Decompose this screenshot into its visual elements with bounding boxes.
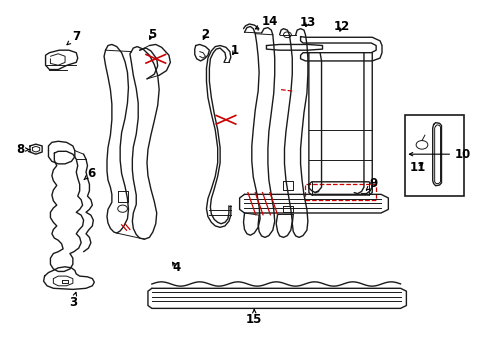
Text: 13: 13 [299, 16, 315, 29]
Text: 14: 14 [255, 15, 278, 29]
Text: 5: 5 [147, 28, 156, 41]
Text: 11: 11 [408, 161, 425, 174]
Text: 3: 3 [69, 292, 77, 309]
Text: 4: 4 [172, 261, 180, 274]
Text: 8: 8 [16, 143, 30, 156]
Text: 6: 6 [84, 167, 95, 180]
Text: 15: 15 [245, 310, 262, 326]
Text: 12: 12 [333, 20, 349, 33]
Text: 9: 9 [366, 177, 377, 190]
Bar [405, 116, 463, 196]
Text: 10: 10 [408, 148, 470, 161]
Text: 1: 1 [230, 44, 238, 57]
Text: 7: 7 [67, 30, 80, 45]
Bar [305, 184, 375, 200]
Text: 2: 2 [201, 28, 209, 41]
